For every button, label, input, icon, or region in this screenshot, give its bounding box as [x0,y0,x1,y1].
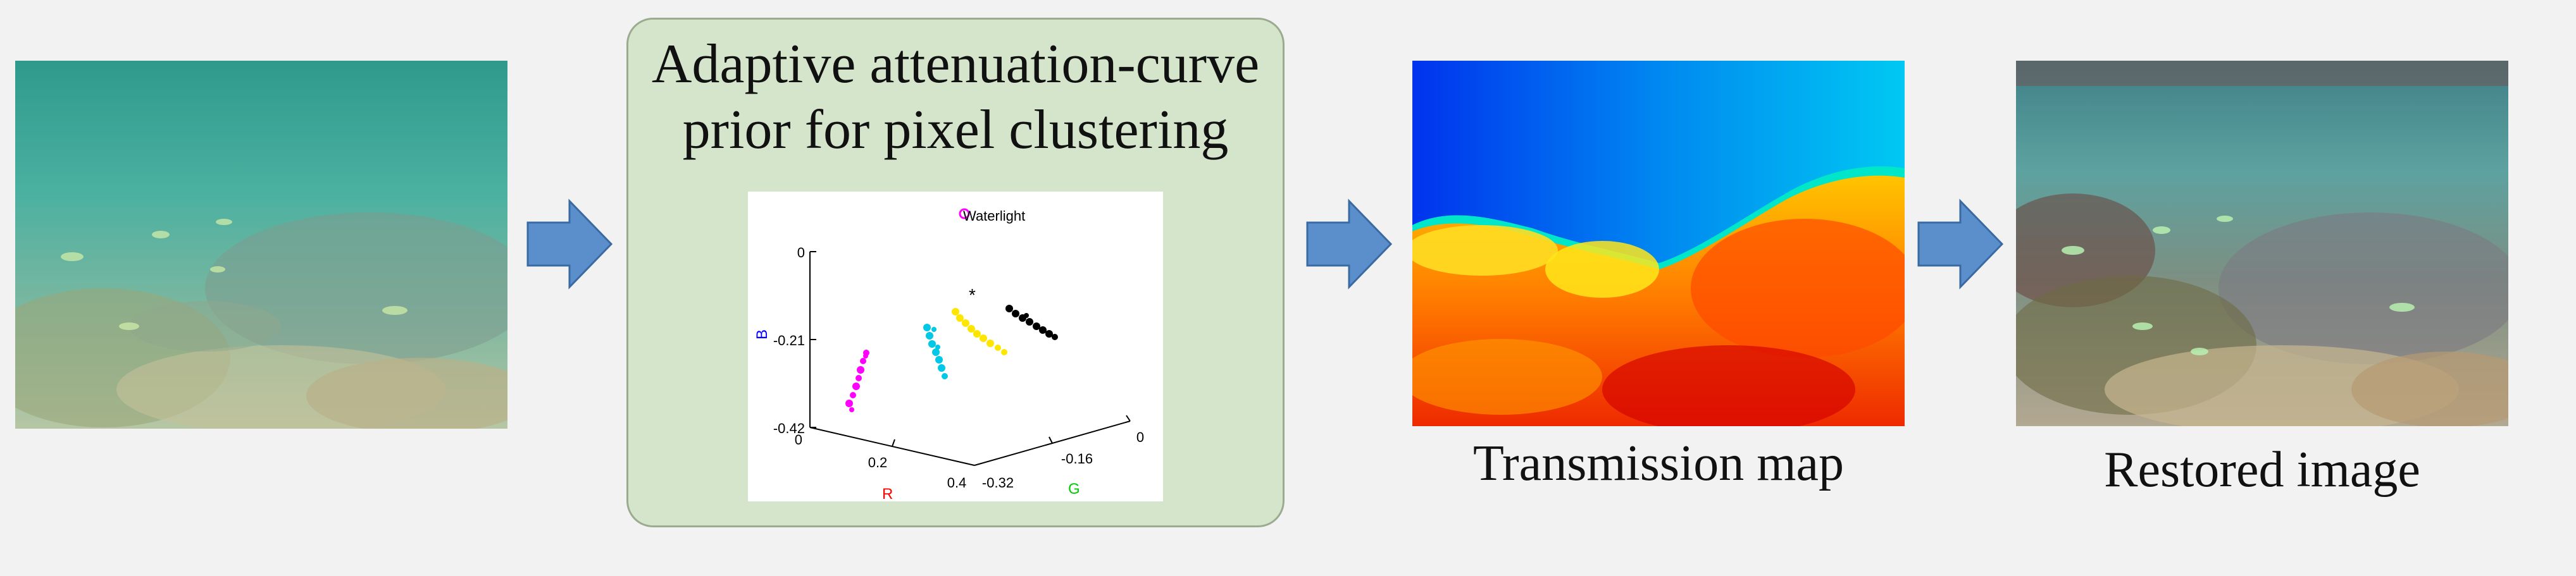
rgb-scatter-plot: 0 -0.21 -0.42 0 0.2 0.4 -0.32 -0.16 0 B … [748,192,1163,501]
cluster-cyan [923,324,948,379]
axis-b-label: B [754,329,771,340]
cluster-magenta [845,350,869,412]
axis-r-label: R [882,486,893,501]
caption-transmission-map: Transmission map [1472,436,1844,491]
g-tick-1: -0.16 [1061,451,1093,467]
r-tick-0: 0 [795,432,802,448]
origin-star: * [969,285,976,305]
transmission-map-image [1412,61,1905,426]
g-tick-0: -0.32 [982,475,1014,491]
axis-g-label: G [1068,481,1080,498]
cluster-yellow [952,308,1007,355]
r-tick-1: 0.2 [868,455,888,470]
r-tick-2: 0.4 [947,475,967,491]
b-tick-1: -0.21 [773,333,805,348]
restored-image [2016,61,2508,426]
input-underwater-image [15,61,507,429]
panel-title-line2: prior for pixel clustering [682,99,1229,161]
g-tick-2: 0 [1136,429,1144,445]
waterlight-point [959,208,970,219]
flow-arrow-3 [1916,199,2005,290]
panel-title: Adaptive attenuation-curve prior for pix… [626,32,1285,163]
cluster-black [1005,305,1058,340]
flow-arrow-1 [525,199,614,290]
panel-title-line1: Adaptive attenuation-curve [651,34,1260,95]
b-tick-2: -0.42 [773,420,805,436]
b-tick-0: 0 [797,245,805,260]
caption-restored-image: Restored image [2104,442,2420,498]
flow-arrow-2 [1305,199,1393,290]
waterlight-label: Waterlight [963,208,1025,224]
